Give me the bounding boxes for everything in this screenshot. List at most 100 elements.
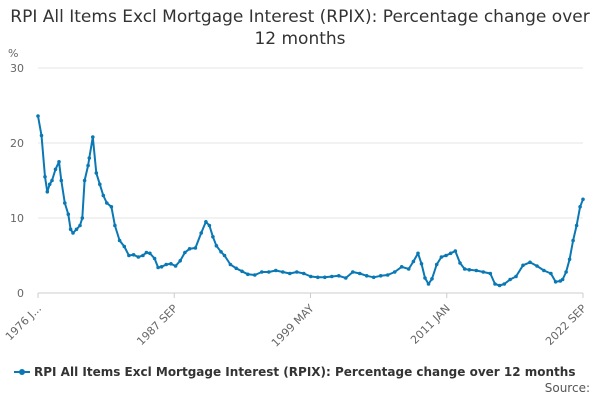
data-point bbox=[481, 270, 486, 274]
data-point bbox=[419, 262, 424, 266]
data-point bbox=[392, 270, 397, 274]
data-point bbox=[98, 182, 102, 187]
data-point bbox=[74, 227, 79, 232]
data-point bbox=[467, 268, 472, 272]
data-point bbox=[80, 216, 85, 220]
data-point bbox=[78, 223, 82, 228]
data-point bbox=[113, 223, 117, 228]
data-point bbox=[462, 267, 467, 271]
data-point bbox=[156, 265, 160, 270]
data-point bbox=[178, 259, 182, 263]
data-point bbox=[82, 178, 87, 183]
data-point bbox=[574, 223, 579, 228]
data-point bbox=[430, 277, 434, 281]
grid-lines bbox=[38, 67, 583, 294]
data-point bbox=[378, 274, 383, 278]
y-tick-label: 0 bbox=[17, 287, 24, 300]
data-point bbox=[474, 268, 479, 273]
data-point bbox=[521, 263, 525, 268]
legend-swatch-marker bbox=[19, 369, 25, 375]
data-point bbox=[364, 274, 369, 278]
data-point bbox=[564, 270, 568, 274]
data-point bbox=[497, 283, 502, 288]
data-point bbox=[528, 260, 532, 265]
data-point bbox=[553, 280, 558, 284]
data-point bbox=[127, 253, 131, 258]
data-point bbox=[199, 231, 203, 235]
data-point bbox=[274, 268, 278, 273]
data-point bbox=[91, 135, 95, 139]
data-point bbox=[228, 262, 233, 267]
data-point bbox=[169, 262, 173, 266]
data-point bbox=[316, 275, 320, 280]
data-point bbox=[578, 205, 582, 209]
x-tick-label: 2011 JAN bbox=[408, 302, 453, 347]
data-point bbox=[240, 269, 244, 274]
data-point bbox=[371, 275, 376, 280]
data-point bbox=[581, 197, 585, 202]
data-point bbox=[187, 247, 192, 251]
data-point bbox=[426, 282, 431, 286]
data-point bbox=[351, 270, 355, 274]
data-point bbox=[53, 167, 58, 172]
y-axis-ticks: 0 10 20 30 bbox=[10, 62, 24, 300]
data-point bbox=[411, 259, 416, 264]
data-point bbox=[173, 264, 178, 268]
data-point bbox=[131, 253, 136, 257]
data-point bbox=[571, 238, 575, 243]
data-point bbox=[493, 282, 497, 286]
data-point bbox=[337, 274, 341, 278]
data-point bbox=[542, 268, 546, 273]
data-point bbox=[406, 267, 411, 271]
y-tick-label: 20 bbox=[10, 137, 24, 150]
data-point bbox=[458, 261, 462, 265]
data-point bbox=[488, 271, 493, 276]
y-tick-label: 30 bbox=[10, 62, 24, 75]
x-axis-ticks: 1976 J... 1987 SEP 1999 MAY 2011 JAN 2022 SE… bbox=[3, 293, 589, 350]
data-point bbox=[323, 275, 327, 280]
data-point bbox=[434, 262, 439, 267]
data-point bbox=[514, 274, 518, 279]
data-point bbox=[207, 223, 212, 228]
data-point bbox=[211, 235, 215, 239]
data-point bbox=[222, 253, 227, 258]
data-point bbox=[94, 171, 99, 175]
data-point bbox=[281, 270, 285, 274]
data-point bbox=[36, 114, 40, 118]
data-point bbox=[502, 282, 507, 286]
data-point bbox=[288, 271, 292, 276]
x-tick-label: 1987 SEP bbox=[134, 302, 180, 348]
legend[interactable]: RPI All Items Excl Mortgage Interest (RP… bbox=[14, 365, 575, 379]
data-point bbox=[59, 178, 64, 183]
data-point bbox=[87, 156, 92, 160]
legend-label: RPI All Items Excl Mortgage Interest (RP… bbox=[34, 365, 575, 379]
data-point bbox=[122, 244, 127, 249]
data-point bbox=[358, 271, 362, 276]
data-point bbox=[219, 250, 223, 254]
data-point bbox=[105, 201, 109, 205]
data-point bbox=[508, 277, 512, 282]
data-point bbox=[152, 256, 157, 261]
data-point bbox=[71, 231, 75, 235]
data-point bbox=[385, 273, 390, 277]
data-point bbox=[63, 201, 67, 205]
data-point bbox=[68, 227, 73, 232]
data-point bbox=[302, 271, 306, 276]
data-point bbox=[448, 251, 453, 256]
y-tick-label: 10 bbox=[10, 212, 24, 225]
data-point bbox=[136, 255, 141, 259]
data-point bbox=[148, 251, 152, 256]
data-point bbox=[246, 272, 250, 277]
series-layer bbox=[36, 114, 585, 288]
data-point bbox=[260, 270, 264, 274]
data-point bbox=[50, 178, 54, 183]
data-point bbox=[57, 160, 61, 164]
data-point bbox=[39, 133, 44, 138]
data-point bbox=[144, 250, 149, 255]
data-point bbox=[86, 163, 90, 168]
data-point bbox=[267, 270, 271, 274]
data-point bbox=[204, 220, 208, 224]
source-label: Source: bbox=[545, 381, 590, 395]
series-line bbox=[37, 115, 584, 287]
